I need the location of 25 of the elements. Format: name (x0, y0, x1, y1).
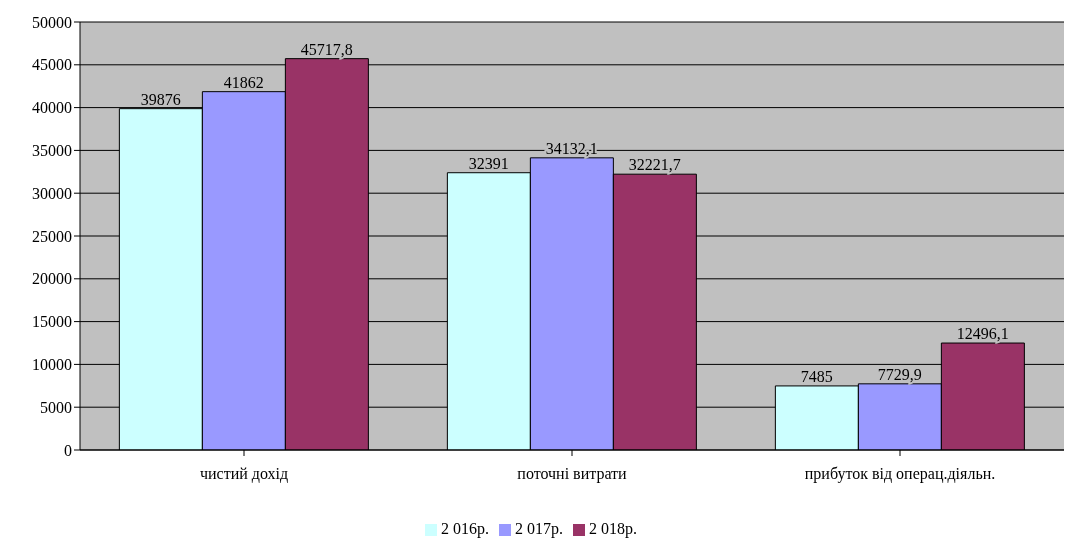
y-tick-label: 20000 (32, 270, 72, 288)
data-label: 32221,7 (628, 156, 681, 174)
data-label: 45717,8 (300, 40, 353, 58)
data-label: 32391 (468, 154, 509, 172)
x-tick-label: поточні витрати (517, 465, 628, 484)
legend-label: 2 017р. (515, 520, 563, 537)
y-tick-label: 30000 (32, 184, 72, 202)
legend-label: 2 018р. (589, 520, 637, 537)
y-tick-label: 5000 (40, 398, 72, 416)
y-tick-label: 50000 (32, 13, 72, 31)
legend-label: 2 016р. (441, 520, 489, 537)
y-tick-label: 35000 (32, 142, 72, 160)
y-tick-label: 10000 (32, 356, 72, 374)
data-label: 12496,1 (956, 325, 1009, 343)
y-tick-label: 25000 (32, 227, 72, 245)
y-tick-label: 15000 (32, 313, 72, 331)
x-tick-label: прибуток від операц.діяльн. (804, 465, 996, 484)
data-label: 7485 (800, 367, 833, 385)
y-tick-label: 0 (64, 441, 72, 459)
data-label: 41862 (223, 73, 264, 91)
x-tick-label: чистий дохід (199, 465, 289, 484)
y-tick-label: 45000 (32, 56, 72, 74)
y-tick-label: 40000 (32, 99, 72, 117)
data-label: 7729,9 (877, 365, 922, 383)
data-label: 39876 (140, 90, 181, 108)
